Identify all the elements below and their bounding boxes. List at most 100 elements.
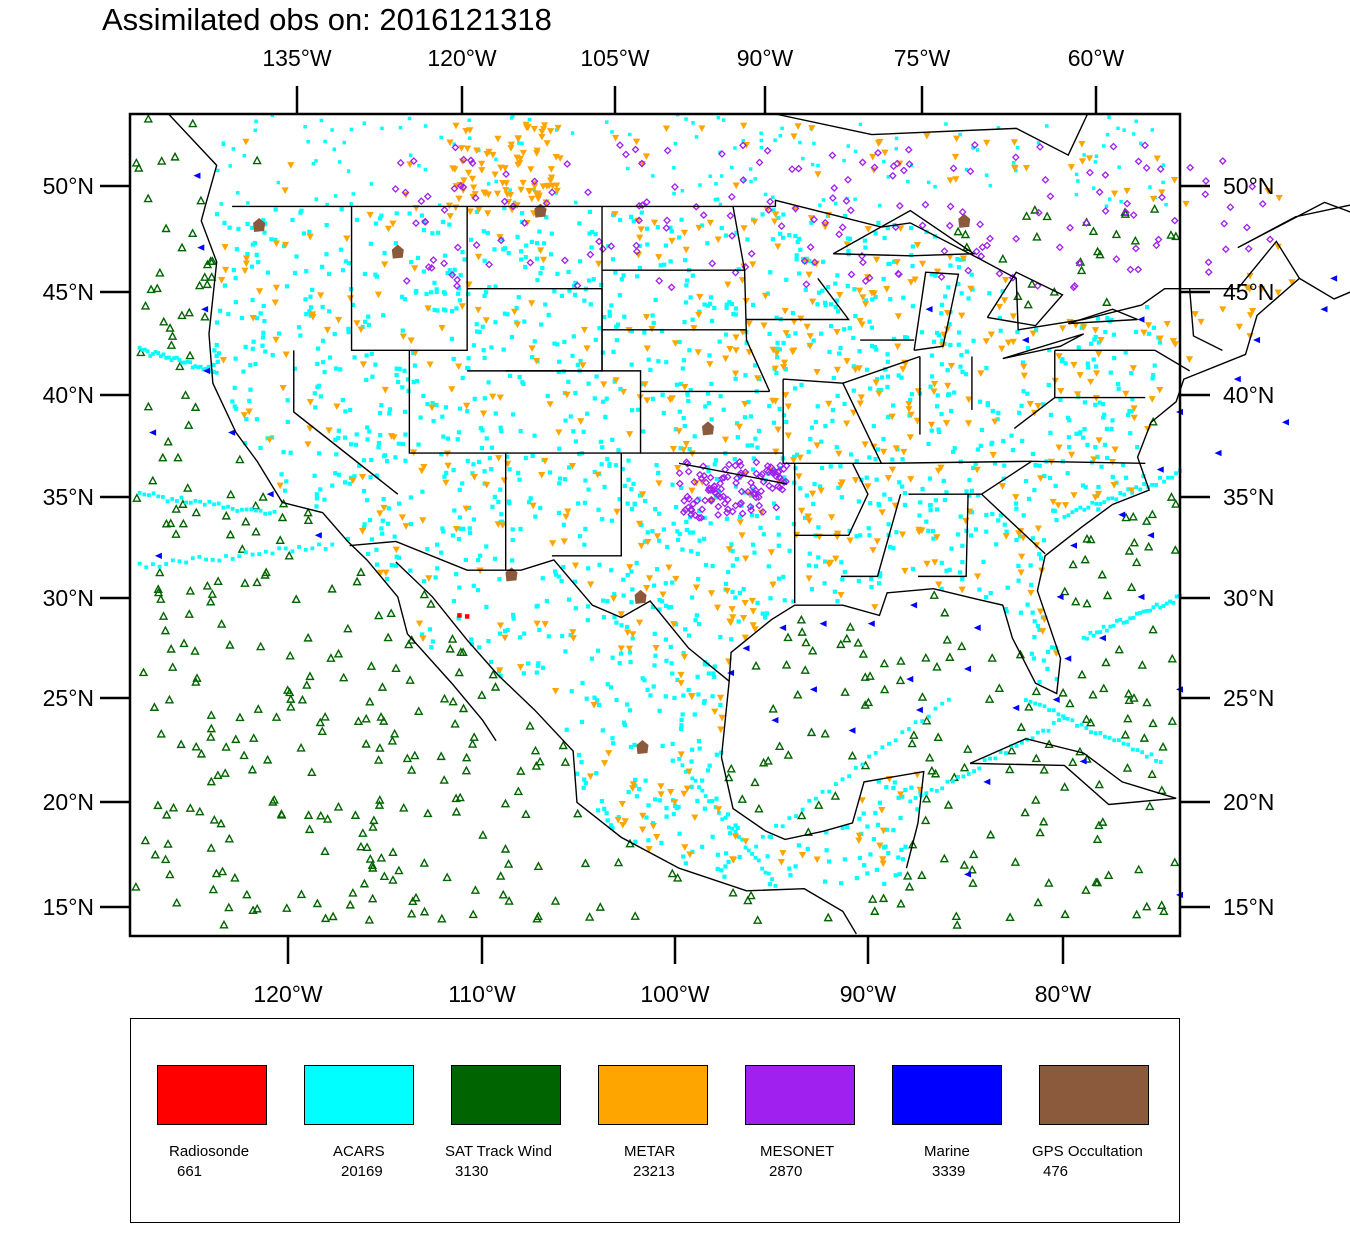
marine-marker [1156,466,1164,473]
sat-track-wind-marker [402,753,413,763]
metar-marker [1070,492,1078,499]
acars-marker [802,515,808,520]
acars-marker [935,330,940,336]
acars-marker [650,529,655,534]
acars-marker [425,402,430,407]
acars-marker [738,514,743,519]
mesonet-marker [889,162,898,171]
acars-marker [721,407,726,412]
mesonet-marker [423,192,432,201]
acars-marker [690,776,695,781]
sat-track-wind-marker [217,866,228,876]
metar-marker [629,781,637,788]
acars-marker [865,871,870,876]
acars-marker [961,774,966,779]
acars-marker [754,844,759,849]
sat-track-wind-marker [1148,624,1158,634]
metar-marker [760,322,768,330]
sat-track-wind-marker [206,776,216,786]
metar-marker [965,396,973,404]
acars-marker [758,525,763,530]
acars-marker [650,396,656,401]
acars-marker [304,312,309,317]
metar-marker [878,509,886,516]
acars-marker [197,554,202,559]
mesonet-marker [497,236,505,245]
mesonet-marker [704,486,713,495]
acars-marker [867,455,872,460]
acars-marker [600,350,605,355]
metar-marker [788,348,797,356]
metar-marker [543,140,551,147]
acars-marker [594,374,599,379]
acars-marker [952,390,957,395]
mesonet-marker [485,260,494,269]
acars-marker [518,429,523,434]
acars-marker [417,163,421,168]
acars-marker [586,381,591,386]
sat-track-wind-marker [387,735,398,745]
mesonet-marker [1109,142,1118,151]
metar-marker [468,175,477,183]
acars-marker [874,477,879,482]
metar-marker [653,533,662,540]
acars-marker [435,566,440,571]
acars-marker [244,507,249,512]
acars-marker [675,537,681,542]
acars-marker [714,182,718,186]
mesonet-marker [637,159,646,168]
metar-marker [1010,139,1019,146]
acars-marker [1174,471,1178,476]
metar-marker [398,514,406,521]
metar-marker [580,326,589,334]
metar-marker [930,381,939,388]
mesonet-marker [450,184,459,193]
acars-marker [1025,391,1030,396]
acars-marker [232,404,237,409]
acars-marker [532,339,537,344]
acars-marker [544,598,549,604]
metar-marker [564,508,572,516]
acars-marker [1130,747,1135,752]
acars-marker [1081,435,1086,440]
metar-marker [649,823,657,830]
acars-marker [657,607,662,612]
acars-marker [532,433,537,438]
acars-marker [570,131,575,135]
acars-marker [607,462,612,467]
acars-marker [677,409,682,414]
acars-marker [605,682,610,687]
mesonet-marker [684,467,693,476]
metar-marker [1055,444,1063,452]
mesonet-marker [1218,157,1227,165]
acars-marker [673,141,678,146]
sat-track-wind-marker [173,452,183,462]
acars-marker [534,240,540,246]
metar-marker [1219,306,1227,313]
sat-track-wind-marker [436,751,446,761]
acars-marker [945,368,950,373]
metar-marker [898,531,907,539]
acars-marker [315,384,320,390]
acars-marker [475,588,481,593]
acars-marker [314,197,319,201]
metar-marker [242,255,251,263]
metar-marker [843,358,851,365]
acars-marker [1028,563,1033,568]
mesonet-marker [701,496,709,505]
acars-marker [873,231,878,236]
metar-marker [527,166,535,173]
acars-marker [428,290,434,295]
acars-marker [369,537,375,542]
metar-marker [406,161,414,168]
sat-track-wind-marker [312,898,323,908]
legend-count: 3339 [932,1163,966,1180]
acars-marker [416,442,421,447]
sat-track-wind-marker [498,889,508,899]
acars-marker [564,727,569,732]
acars-marker [222,220,227,226]
acars-marker [634,274,640,279]
acars-marker [928,502,933,508]
acars-marker [1004,529,1009,534]
acars-marker [482,469,487,474]
